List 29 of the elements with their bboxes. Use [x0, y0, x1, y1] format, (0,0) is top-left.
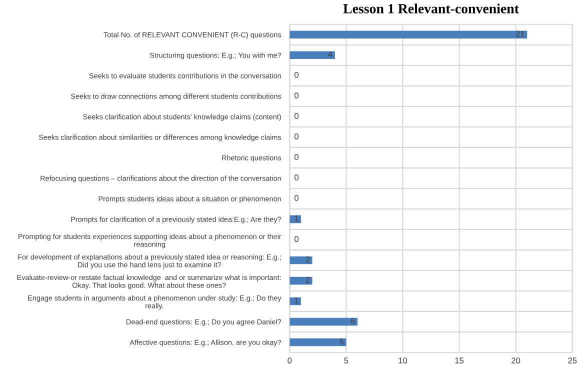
- bar: [290, 318, 358, 326]
- bar: [290, 51, 335, 60]
- data-label: 0: [294, 236, 298, 242]
- x-tick-label: 25: [568, 358, 577, 364]
- bar: [290, 256, 312, 264]
- chart-title: Lesson 1 Relevant-convenient: [343, 4, 519, 14]
- data-label: 6: [351, 318, 355, 324]
- data-label: 0: [294, 195, 298, 201]
- data-label: 0: [294, 154, 298, 160]
- data-label: 0: [294, 72, 298, 78]
- data-label: 0: [294, 112, 298, 119]
- x-tick-label: 0: [288, 358, 292, 364]
- x-tick-label: 10: [398, 358, 408, 364]
- bar: [290, 276, 312, 285]
- bar: [290, 30, 528, 39]
- data-label: 0: [294, 92, 298, 98]
- data-label: 5: [340, 338, 344, 344]
- data-label: 1: [294, 298, 298, 304]
- bar: [290, 338, 346, 346]
- x-tick-label: 20: [512, 358, 520, 364]
- data-label: 2: [306, 256, 310, 262]
- x-tick-label: 5: [344, 358, 348, 364]
- data-label: 21: [516, 30, 524, 37]
- data-label: 0: [294, 174, 298, 180]
- x-tick-label: 15: [455, 358, 464, 364]
- data-label: 0: [294, 134, 298, 140]
- data-label: 2: [306, 277, 310, 283]
- data-label: 4: [328, 52, 332, 58]
- data-label: 1: [294, 216, 298, 222]
